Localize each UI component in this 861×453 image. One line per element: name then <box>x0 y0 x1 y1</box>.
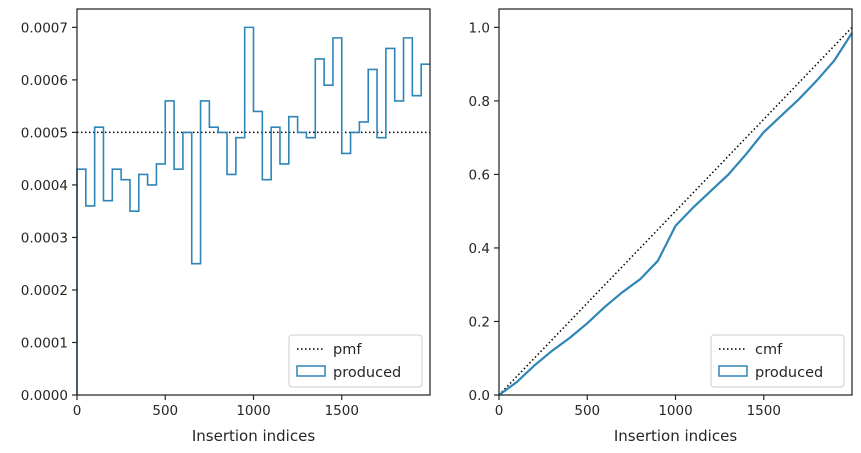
legend-reference-label: pmf <box>333 342 362 358</box>
legend-series-swatch <box>718 365 748 377</box>
y-tick-label: 0.0004 <box>21 178 68 194</box>
y-tick-label: 0.0002 <box>21 283 68 299</box>
x-axis-label: Insertion indices <box>614 427 737 445</box>
y-tick-label: 0.0001 <box>21 335 68 351</box>
x-tick-label: 1000 <box>658 403 692 419</box>
y-tick-label: 0.0005 <box>21 125 68 141</box>
legend-series-label: produced <box>333 365 401 381</box>
y-tick-label: 0.8 <box>469 94 490 110</box>
y-tick-label: 0.0000 <box>21 388 68 404</box>
legend-series-swatch <box>296 365 326 377</box>
legend-series-label: produced <box>755 365 823 381</box>
y-tick-label: 0.0003 <box>21 230 68 246</box>
x-tick-label: 500 <box>574 403 600 419</box>
x-tick-label: 0 <box>495 403 504 419</box>
legend-box <box>288 334 423 388</box>
x-axis-label: Insertion indices <box>192 427 315 445</box>
produced-histogram-step <box>76 26 430 395</box>
y-tick-label: 0.2 <box>469 314 490 330</box>
x-tick-label: 1500 <box>747 403 781 419</box>
cmf-panel: 0 500 1000 1500 0.0 0.2 0.4 0.6 0.8 1.0 Insertion … <box>469 8 853 445</box>
x-tick-label: 500 <box>152 403 178 419</box>
y-tick-label: 0.6 <box>469 167 490 183</box>
x-tick-label: 0 <box>73 403 82 419</box>
legend-box <box>710 334 845 388</box>
legend-reference-label: cmf <box>755 342 783 358</box>
y-tick-label: 0.0007 <box>21 20 68 36</box>
y-tick-label: 0.0006 <box>21 73 68 89</box>
produced-cumulative-line <box>498 32 853 396</box>
y-tick-label: 1.0 <box>469 20 490 36</box>
x-tick-label: 1500 <box>325 403 359 419</box>
cmf-reference-line <box>498 26 853 396</box>
x-tick-label: 1000 <box>236 403 270 419</box>
y-tick-label: 0.0 <box>469 388 490 404</box>
pmf-panel: 0 500 1000 1500 0.0000 0.0001 0.0002 0.0003 0.00… <box>21 8 431 445</box>
y-tick-label: 0.4 <box>469 241 490 257</box>
